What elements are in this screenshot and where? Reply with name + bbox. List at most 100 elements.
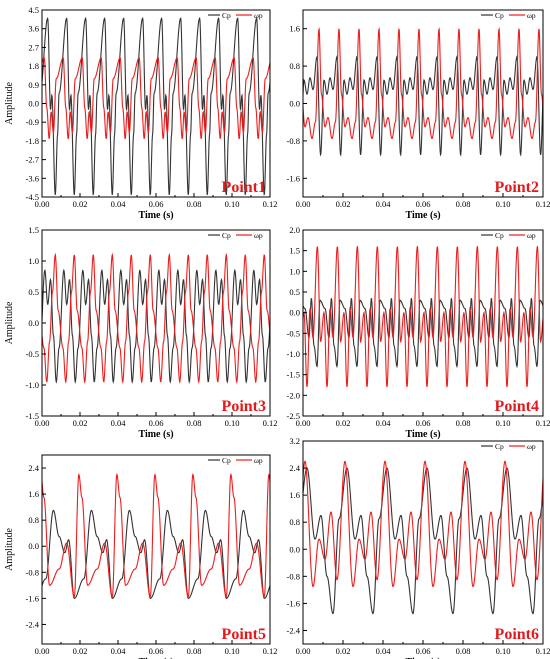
y-tick-label: -1.0	[26, 380, 39, 390]
y-tick-label: -0.8	[287, 571, 300, 581]
y-tick-label: 2.4	[28, 463, 39, 473]
legend-label-cp: Cp	[495, 11, 504, 20]
x-tick-label: 0.12	[263, 418, 278, 428]
x-tick-label: 0.10	[496, 199, 511, 209]
x-tick-label: 0.10	[496, 646, 511, 656]
chart-panel-3: 0.00 0.02 0.04 0.06 0.08 0.10 0.12 -1.5 -1.0 -0.5…	[4, 225, 277, 440]
legend-label-wp: ωp	[527, 231, 536, 240]
x-tick-label: 0.02	[336, 199, 351, 209]
series-line-cp	[42, 16, 270, 196]
x-axis-label: Time (s)	[405, 657, 440, 659]
x-tick-label: 0.02	[73, 418, 88, 428]
series-line-cp	[42, 509, 270, 599]
y-tick-label: -1.6	[287, 598, 300, 608]
y-tick-label: 0.0	[289, 308, 300, 318]
point-label: Point1	[222, 179, 266, 196]
legend-label-wp: ωp	[527, 442, 536, 451]
series-line-wp	[303, 27, 543, 140]
y-tick-label: -1.6	[26, 593, 39, 603]
series-line-wp	[42, 252, 270, 384]
legend-label-wp: ωp	[254, 11, 263, 20]
y-tick-label: 3.2	[289, 436, 300, 446]
x-tick-label: 0.08	[187, 418, 202, 428]
x-tick-label: 0.10	[225, 418, 240, 428]
y-tick-label: 1.5	[289, 246, 300, 256]
x-tick-label: 0.12	[263, 199, 278, 209]
x-tick-label: 0.12	[536, 199, 550, 209]
legend-label-cp: Cp	[495, 442, 504, 451]
y-tick-label: -0.5	[26, 349, 39, 359]
y-tick-label: 1.8	[28, 61, 39, 71]
x-tick-label: 0.10	[225, 646, 240, 656]
y-tick-label: -1.5	[287, 370, 300, 380]
legend-label-wp: ωp	[527, 11, 536, 20]
y-tick-label: 0.8	[28, 515, 39, 525]
y-tick-label: 0.0	[289, 99, 300, 109]
x-tick-label: 0.04	[376, 418, 392, 428]
y-tick-label: -2.7	[26, 155, 39, 165]
x-tick-label: 0.04	[111, 199, 127, 209]
series-line-wp	[42, 57, 270, 140]
chart-panel-1: 0.00 0.02 0.04 0.06 0.08 0.10 0.12 -4.5 -3.6 -2.7…	[4, 5, 277, 221]
y-tick-label: 0.8	[289, 61, 300, 71]
x-axis-label: Time (s)	[138, 429, 173, 440]
y-tick-label: 3.6	[28, 24, 39, 34]
series-line-wp	[303, 460, 543, 588]
y-tick-label: 0.0	[28, 318, 39, 328]
x-axis-label: Time (s)	[405, 210, 440, 221]
x-tick-label: 0.00	[296, 646, 311, 656]
x-tick-label: 0.04	[376, 199, 392, 209]
y-tick-label: 0.8	[289, 517, 300, 527]
x-tick-label: 0.00	[296, 418, 311, 428]
y-tick-label: -1.0	[287, 349, 300, 359]
point-label: Point2	[495, 179, 539, 196]
y-tick-label: 1.5	[28, 225, 39, 235]
x-tick-label: 0.06	[416, 418, 431, 428]
y-tick-label: 0.0	[28, 99, 39, 109]
x-tick-label: 0.02	[73, 199, 88, 209]
x-tick-label: 0.04	[111, 646, 127, 656]
x-tick-label: 0.08	[187, 199, 202, 209]
y-tick-label: 2.7	[28, 42, 39, 52]
x-tick-label: 0.06	[416, 199, 431, 209]
x-tick-label: 0.06	[416, 646, 431, 656]
y-tick-label: -0.9	[26, 117, 39, 127]
point-label: Point4	[495, 398, 539, 415]
y-tick-label: 1.0	[289, 266, 300, 276]
x-tick-label: 0.00	[296, 199, 311, 209]
y-tick-label: 1.6	[28, 489, 39, 499]
y-tick-label: 0.0	[28, 541, 39, 551]
x-axis-label: Time (s)	[138, 210, 173, 221]
x-tick-label: 0.00	[35, 199, 50, 209]
x-tick-label: 0.02	[336, 418, 351, 428]
point-label: Point5	[222, 626, 266, 643]
x-tick-label: 0.06	[149, 646, 164, 656]
y-tick-label: -1.6	[287, 173, 300, 183]
x-tick-label: 0.06	[149, 418, 164, 428]
chart-panel-5: 0.00 0.02 0.04 0.06 0.08 0.10 0.12 -2.4 -1.6 -0.8…	[4, 454, 278, 659]
series-line-wp	[303, 245, 543, 388]
y-tick-label: 1.0	[28, 256, 39, 266]
y-tick-label: -0.5	[287, 328, 300, 338]
legend-label-cp: Cp	[495, 231, 504, 240]
point-label: Point6	[495, 626, 539, 643]
y-tick-label: 0.5	[28, 287, 39, 297]
x-tick-label: 0.06	[149, 199, 164, 209]
y-tick-label: 2.0	[289, 225, 300, 235]
y-tick-label: -0.8	[287, 136, 300, 146]
series-line-cp	[42, 268, 270, 384]
point-label: Point3	[222, 398, 266, 415]
chart-panel-2: 0.00 0.02 0.04 0.06 0.08 0.10 0.12 -1.6 -0.8 0.0 0…	[287, 9, 550, 221]
x-tick-label: 0.12	[263, 646, 278, 656]
y-tick-label: -1.8	[26, 136, 39, 146]
x-axis-label: Time (s)	[138, 657, 173, 659]
x-tick-label: 0.04	[111, 418, 127, 428]
x-tick-label: 0.04	[376, 646, 392, 656]
y-tick-label: -2.4	[26, 619, 40, 629]
x-tick-label: 0.12	[536, 646, 550, 656]
x-tick-label: 0.08	[456, 646, 471, 656]
y-tick-label: -0.8	[26, 567, 39, 577]
y-tick-label: 2.4	[289, 463, 300, 473]
legend-label-wp: ωp	[254, 456, 263, 465]
